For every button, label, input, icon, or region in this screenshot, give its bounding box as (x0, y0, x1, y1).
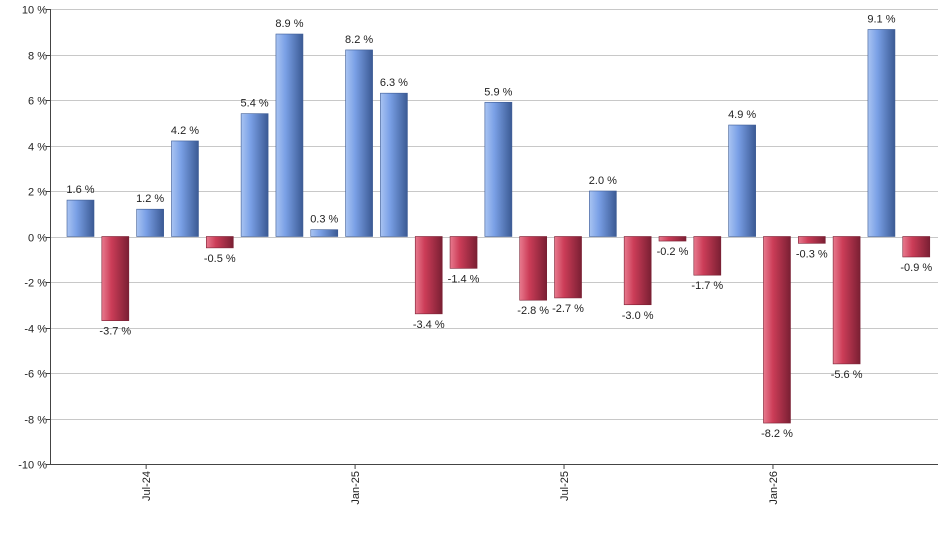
axes (50, 9, 938, 469)
data-label: 1.2 % (136, 193, 164, 205)
y-tick-label: 10 % (22, 5, 47, 17)
y-axis-tick-labels: 10 % 8 % 6 % 4 % 2 % 0 % -2 % -4 % -6 % -8 % -10 % (18, 5, 47, 472)
data-label: 4.9 % (728, 109, 756, 121)
y-tick-label: 6 % (28, 96, 47, 108)
bar (345, 49, 373, 237)
x-tick-label: Jul-25 (559, 471, 571, 501)
data-label: 5.9 % (484, 86, 512, 98)
data-label: 9.1 % (867, 13, 895, 25)
x-tick-label: Jan-25 (350, 471, 362, 505)
x-tick-label: Jan-26 (768, 471, 780, 505)
bar (414, 236, 443, 315)
data-label: 8.9 % (275, 18, 303, 30)
data-label: 6.3 % (380, 77, 408, 89)
data-label: -5.6 % (831, 369, 863, 381)
bar (275, 33, 304, 237)
y-tick-label: -8 % (24, 415, 47, 427)
data-label: 4.2 % (171, 125, 199, 137)
bar (797, 236, 826, 244)
bar (728, 124, 756, 237)
bar (902, 236, 931, 258)
x-tick-label: Jul-24 (141, 471, 153, 501)
data-label: -1.7 % (691, 280, 723, 292)
bar (832, 236, 861, 365)
y-tick-label: 0 % (28, 233, 47, 245)
bar (554, 236, 582, 299)
bar (589, 190, 617, 237)
bar (380, 92, 408, 237)
x-axis-tick-labels: Jul-24 Jan-25 Jul-25 Jan-26 (141, 471, 780, 505)
data-label: -8.2 % (761, 428, 793, 440)
data-label: 0.3 % (310, 214, 338, 226)
bar (519, 236, 548, 301)
data-label: -3.4 % (413, 319, 445, 331)
bar (867, 29, 896, 237)
data-label: 8.2 % (345, 34, 373, 46)
bar (449, 236, 478, 269)
data-label: 2.0 % (589, 175, 617, 187)
data-label: -3.0 % (622, 310, 654, 322)
y-tick-label: 8 % (28, 51, 47, 63)
y-tick-label: -4 % (24, 324, 47, 336)
data-label: -0.9 % (900, 262, 932, 274)
data-label: -2.8 % (517, 305, 549, 317)
data-label: -0.5 % (204, 253, 236, 265)
bar (763, 236, 791, 424)
bar (101, 236, 130, 321)
y-tick-label: -10 % (18, 460, 47, 472)
y-tick-label: -6 % (24, 369, 47, 381)
bar (66, 199, 95, 237)
data-label: -2.7 % (552, 303, 584, 315)
data-label: -0.2 % (657, 246, 689, 258)
y-tick-label: 2 % (28, 187, 47, 199)
y-tick-label: 4 % (28, 142, 47, 154)
bar (693, 236, 722, 276)
bar (136, 208, 164, 237)
bar (658, 236, 687, 242)
bar (484, 101, 513, 237)
data-label: 5.4 % (241, 98, 269, 110)
bar (623, 236, 652, 306)
data-label: -3.7 % (99, 326, 131, 338)
bar (171, 140, 199, 237)
y-tick-label: -2 % (24, 278, 47, 290)
data-label: 1.6 % (66, 184, 94, 196)
bars (66, 29, 931, 424)
data-labels: 1.6 % -3.7 % 1.2 % 4.2 % -0.5 % 5.4 % 8.9 % 0.3… (66, 13, 932, 440)
bar (205, 236, 234, 249)
bar (240, 113, 269, 237)
bar (310, 229, 339, 237)
data-label: -1.4 % (448, 273, 480, 285)
data-label: -0.3 % (796, 248, 828, 260)
